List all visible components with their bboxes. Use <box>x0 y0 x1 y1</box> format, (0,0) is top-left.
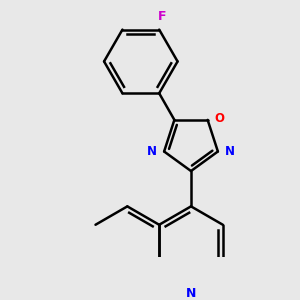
Text: O: O <box>215 112 225 125</box>
Text: N: N <box>147 145 157 158</box>
Text: N: N <box>225 145 235 158</box>
Text: F: F <box>158 10 166 22</box>
Text: N: N <box>186 287 196 300</box>
